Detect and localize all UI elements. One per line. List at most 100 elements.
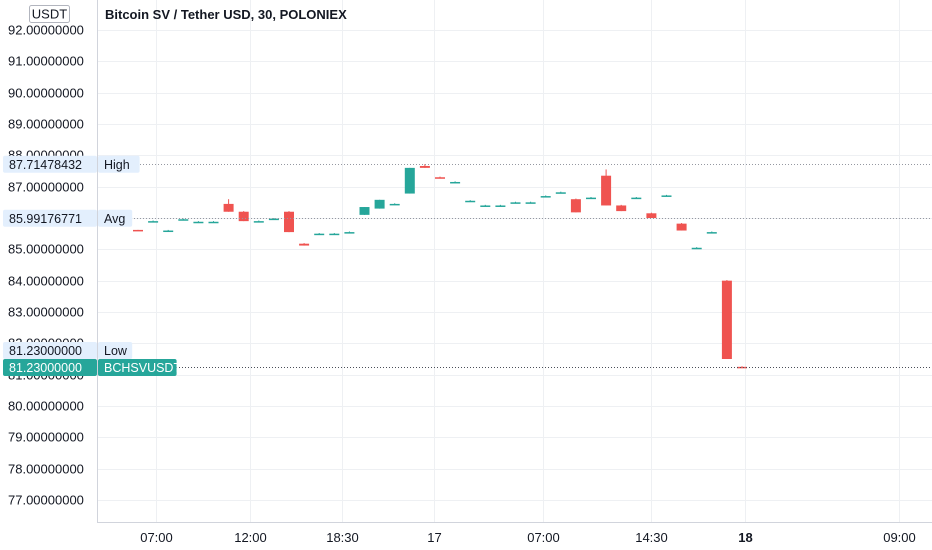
candle-up xyxy=(495,204,506,207)
y-tick-label: 80.00000000 xyxy=(8,399,84,414)
candle-down xyxy=(223,199,234,212)
candle-up xyxy=(465,200,476,203)
candle-up xyxy=(480,204,491,207)
candle-down xyxy=(601,169,612,206)
y-tick-label: 83.00000000 xyxy=(8,305,84,320)
y-tick-label: 77.00000000 xyxy=(8,493,84,508)
candle-body xyxy=(419,165,430,168)
high-value: 87.71478432 xyxy=(9,158,82,172)
grid xyxy=(98,0,932,522)
avg-value-box xyxy=(3,209,97,227)
y-tick-label: 84.00000000 xyxy=(8,274,84,289)
candle-down xyxy=(435,176,445,179)
candle-up xyxy=(706,231,717,234)
chart-title: Bitcoin SV / Tether USD, 30, POLONIEX xyxy=(105,7,347,22)
low-label: Low xyxy=(104,344,128,358)
candle-up xyxy=(525,201,536,204)
candle-up xyxy=(586,197,596,200)
avg-label-box xyxy=(98,209,133,227)
candle-down xyxy=(419,164,430,168)
candle-up xyxy=(631,197,642,200)
candle-body xyxy=(133,229,143,232)
candle-up xyxy=(359,207,370,215)
candle-body xyxy=(721,280,732,359)
candle-up xyxy=(450,181,461,184)
candle-body xyxy=(601,175,612,206)
avg-value: 85.99176771 xyxy=(9,212,82,226)
candle-up xyxy=(178,218,189,221)
y-tick-label: 87.00000000 xyxy=(8,180,84,195)
high-label-box xyxy=(98,155,140,173)
x-tick-label: 18:30 xyxy=(326,530,359,545)
candle-up xyxy=(540,195,551,198)
candle-body xyxy=(691,247,702,250)
candle-body xyxy=(223,203,234,212)
candle-body xyxy=(586,197,596,200)
reference-lines xyxy=(98,164,932,368)
y-tick-label: 91.00000000 xyxy=(8,54,84,69)
y-tick-label: 85.00000000 xyxy=(8,242,84,257)
y-tick-label: 89.00000000 xyxy=(8,117,84,132)
high-value-box xyxy=(3,155,97,173)
candle-up xyxy=(329,233,340,236)
avg-label: Avg xyxy=(104,212,125,226)
candle-up xyxy=(208,221,219,224)
candle-up xyxy=(691,247,702,250)
candle-body xyxy=(661,195,672,197)
candle-down xyxy=(299,243,310,246)
x-tick-label: 18 xyxy=(738,530,752,545)
candle-body xyxy=(329,233,340,236)
candle-up xyxy=(163,229,174,233)
candle-body xyxy=(253,221,264,223)
current-price-value-box xyxy=(3,358,97,376)
candle-body xyxy=(540,196,551,198)
x-axis-ticks: 07:00 12:00 18:30 17 07:00 14:30 18 09:00 xyxy=(140,530,916,545)
candle-body xyxy=(616,205,627,212)
candle-body xyxy=(193,221,204,224)
candle-body xyxy=(359,207,370,215)
candle-down xyxy=(238,211,249,222)
candle-up xyxy=(253,220,264,223)
low-tag: 81.23000000 Low xyxy=(3,341,133,359)
candle-body xyxy=(148,221,159,223)
current-price-value: 81.23000000 xyxy=(9,361,82,375)
candle-up xyxy=(374,199,385,209)
x-tick-label: 14:30 xyxy=(635,530,668,545)
candle-down xyxy=(284,211,294,233)
candle-body xyxy=(465,200,476,203)
price-tags: 87.71478432 High 85.99176771 Avg 81.23000000… xyxy=(3,155,181,376)
currency-badge[interactable]: USDT xyxy=(29,5,70,23)
candle-body xyxy=(676,223,687,231)
x-tick-label: 07:00 xyxy=(140,530,173,545)
candle-body xyxy=(178,219,189,221)
x-tick-label: 09:00 xyxy=(883,530,916,545)
candle-body xyxy=(374,199,385,209)
low-value-box xyxy=(3,341,97,359)
candle-up xyxy=(148,220,159,223)
candle-down xyxy=(721,280,732,359)
low-label-box xyxy=(98,341,133,359)
candle-up xyxy=(314,233,325,236)
candle-body xyxy=(480,205,491,207)
y-tick-label: 78.00000000 xyxy=(8,462,84,477)
candle-body xyxy=(631,197,642,200)
candle-up xyxy=(404,167,415,194)
candle-down xyxy=(737,366,747,369)
candle-body xyxy=(208,221,219,224)
candle-down xyxy=(616,204,627,212)
y-tick-label: 90.00000000 xyxy=(8,86,84,101)
candle-body xyxy=(570,199,581,213)
high-label: High xyxy=(104,158,130,172)
candle-body xyxy=(284,211,294,233)
y-tick-label: 92.00000000 xyxy=(8,23,84,38)
candle-body xyxy=(737,366,747,369)
candle-body xyxy=(163,230,174,233)
candle-body xyxy=(525,202,536,204)
candle-up xyxy=(510,201,521,204)
candle-body xyxy=(435,177,445,179)
x-tick-label: 12:00 xyxy=(234,530,267,545)
current-price-label-box xyxy=(98,358,177,376)
high-tag: 87.71478432 High xyxy=(3,155,140,173)
candle-body xyxy=(706,232,717,234)
